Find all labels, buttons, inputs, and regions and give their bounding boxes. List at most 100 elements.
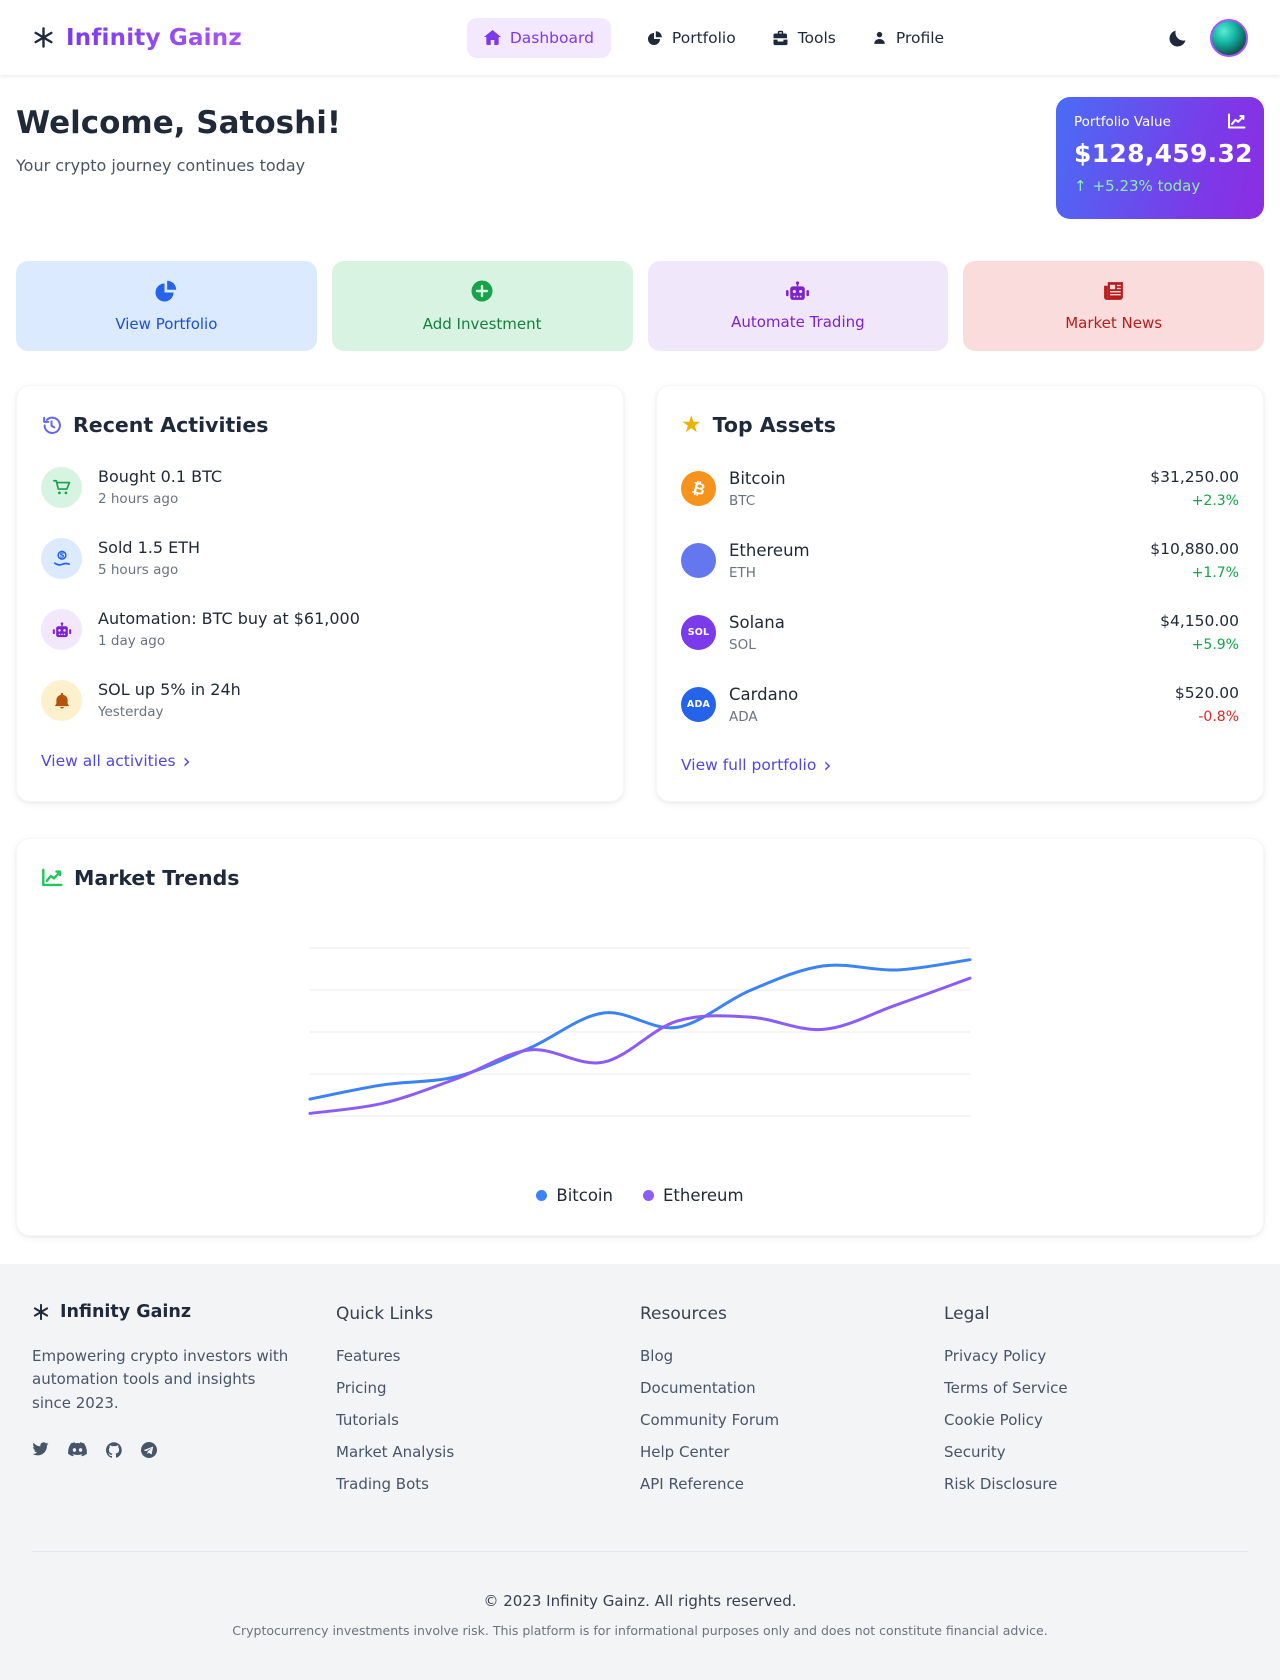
- footer-social-links: [32, 1441, 336, 1458]
- chevron-right-icon: ›: [823, 753, 832, 777]
- portfolio-value: $128,459.32: [1074, 139, 1253, 168]
- activity-time: 2 hours ago: [98, 491, 179, 507]
- footer-link-trading-bots[interactable]: Trading Bots: [336, 1475, 429, 1493]
- asset-symbol: ADA: [729, 708, 758, 725]
- legend-item-bitcoin: Bitcoin: [536, 1186, 613, 1205]
- nav-label: Profile: [895, 28, 945, 47]
- footer-heading: Quick Links: [336, 1304, 434, 1324]
- github-icon: [106, 1441, 122, 1458]
- welcome-block: Welcome, Satoshi! Your crypto journey co…: [16, 97, 341, 175]
- footer-link-pricing[interactable]: Pricing: [336, 1379, 387, 1397]
- nav-tools[interactable]: Tools: [772, 29, 836, 47]
- market-trends-chart: [308, 947, 972, 1117]
- footer-heading: Resources: [640, 1304, 727, 1324]
- chart-line-icon: [41, 868, 63, 888]
- toolbox-icon: [772, 30, 789, 46]
- bitcoin-icon: ₿: [681, 471, 716, 506]
- svg-text:$: $: [59, 551, 64, 560]
- nav-portfolio[interactable]: Portfolio: [647, 29, 736, 47]
- ethereum-icon: [681, 543, 716, 578]
- discord-link[interactable]: [68, 1442, 87, 1457]
- card-title: Top Assets: [712, 413, 836, 437]
- discord-icon: [68, 1442, 87, 1457]
- asset-row-bitcoin: ₿ Bitcoin BTC $31,250.00 +2.3%: [681, 468, 1239, 509]
- activity-row: $ Sold 1.5 ETH 5 hours ago: [41, 538, 599, 579]
- dashboard-main: Welcome, Satoshi! Your crypto journey co…: [0, 97, 1280, 1236]
- pie-chart-icon: [647, 30, 663, 46]
- top-navbar: Infinity Gainz Dashboard Portfolio Tools…: [0, 0, 1280, 75]
- asset-name: Bitcoin: [729, 468, 786, 488]
- nav-label: Dashboard: [509, 28, 594, 47]
- asset-change: +5.9%: [1191, 637, 1239, 653]
- page-footer: Infinity Gainz Empowering crypto investo…: [0, 1264, 1280, 1680]
- footer-link-risk-disclosure[interactable]: Risk Disclosure: [944, 1475, 1058, 1493]
- activity-title: Automation: BTC buy at $61,000: [98, 609, 360, 628]
- view-portfolio-button[interactable]: View Portfolio: [16, 261, 317, 351]
- asset-symbol: SOL: [729, 636, 756, 653]
- footer-column-legal: Legal Privacy Policy Terms of Service Co…: [944, 1302, 1248, 1493]
- footer-link-api-reference[interactable]: API Reference: [640, 1475, 745, 1493]
- chevron-right-icon: ›: [182, 749, 191, 773]
- asset-row-ethereum: Ethereum ETH $10,880.00 +1.7%: [681, 540, 1239, 581]
- chart-series-ethereum: [308, 976, 972, 1115]
- newspaper-icon: [1102, 281, 1125, 302]
- page-subtitle: Your crypto journey continues today: [16, 156, 306, 175]
- asterisk-logo-icon: [32, 1303, 50, 1321]
- cards-row: Recent Activities Bought 0.1 BTC 2 hours…: [16, 385, 1264, 802]
- activity-time: Yesterday: [98, 704, 164, 720]
- activity-title: Bought 0.1 BTC: [98, 467, 223, 486]
- automate-trading-button[interactable]: Automate Trading: [647, 261, 949, 351]
- footer-link-tutorials[interactable]: Tutorials: [336, 1411, 399, 1429]
- footer-divider: [32, 1551, 1248, 1552]
- nav-profile[interactable]: Profile: [872, 29, 944, 47]
- arrow-up-icon: ↑: [1074, 177, 1087, 195]
- nav-dashboard[interactable]: Dashboard: [466, 17, 611, 58]
- portfolio-value-card: Portfolio Value $128,459.32 ↑ +5.23% tod…: [1056, 97, 1264, 219]
- activity-time: 1 day ago: [98, 633, 166, 649]
- bell-icon: [41, 680, 82, 721]
- asset-price: $4,150.00: [1160, 612, 1239, 630]
- footer-link-market-analysis[interactable]: Market Analysis: [336, 1443, 455, 1461]
- robot-icon: [41, 609, 82, 650]
- dark-mode-toggle[interactable]: [1169, 28, 1188, 47]
- asset-price: $31,250.00: [1150, 468, 1239, 486]
- telegram-link[interactable]: [141, 1441, 157, 1458]
- moon-icon: [1169, 28, 1188, 47]
- footer-link-help-center[interactable]: Help Center: [640, 1443, 730, 1461]
- disclaimer-text: Cryptocurrency investments involve risk.…: [232, 1623, 1048, 1638]
- chart-gridlines: [310, 947, 970, 1117]
- market-trends-card: Market Trends Bitcoin Ethereum: [16, 838, 1264, 1236]
- footer-link-features[interactable]: Features: [336, 1347, 401, 1365]
- footer-link-documentation[interactable]: Documentation: [640, 1379, 756, 1397]
- chart-series-bitcoin: [308, 958, 972, 1101]
- github-link[interactable]: [106, 1441, 122, 1458]
- home-icon: [483, 30, 501, 45]
- copyright-text: © 2023 Infinity Gainz. All rights reserv…: [483, 1592, 797, 1610]
- footer-description: Empowering crypto investors with automat…: [32, 1347, 289, 1412]
- view-full-portfolio-link[interactable]: View full portfolio ›: [681, 753, 832, 777]
- twitter-link[interactable]: [32, 1442, 49, 1457]
- activity-row: Bought 0.1 BTC 2 hours ago: [41, 467, 599, 508]
- avatar[interactable]: [1209, 18, 1248, 57]
- user-icon: [872, 30, 887, 46]
- robot-icon: [785, 281, 810, 301]
- legend-dot-ethereum: [642, 1190, 654, 1201]
- footer-link-cookie-policy[interactable]: Cookie Policy: [944, 1411, 1043, 1429]
- hand-dollar-icon: $: [41, 538, 82, 579]
- pie-chart-icon: [154, 279, 178, 303]
- add-investment-button[interactable]: Add Investment: [331, 261, 633, 351]
- recent-activities-card: Recent Activities Bought 0.1 BTC 2 hours…: [16, 385, 624, 802]
- footer-column-resources: Resources Blog Documentation Community F…: [640, 1302, 944, 1493]
- cart-icon: [41, 467, 82, 508]
- footer-link-privacy-policy[interactable]: Privacy Policy: [944, 1347, 1047, 1365]
- portfolio-value-label: Portfolio Value: [1074, 113, 1171, 130]
- card-title: Recent Activities: [73, 413, 269, 437]
- footer-link-community-forum[interactable]: Community Forum: [640, 1411, 780, 1429]
- footer-link-security[interactable]: Security: [944, 1443, 1006, 1461]
- market-news-button[interactable]: Market News: [963, 261, 1264, 351]
- asset-name: Cardano: [729, 684, 799, 704]
- quick-actions: View Portfolio Add Investment Automate T…: [16, 261, 1264, 351]
- footer-link-blog[interactable]: Blog: [640, 1347, 674, 1365]
- footer-link-terms-of-service[interactable]: Terms of Service: [944, 1379, 1068, 1397]
- view-all-activities-link[interactable]: View all activities ›: [41, 749, 191, 773]
